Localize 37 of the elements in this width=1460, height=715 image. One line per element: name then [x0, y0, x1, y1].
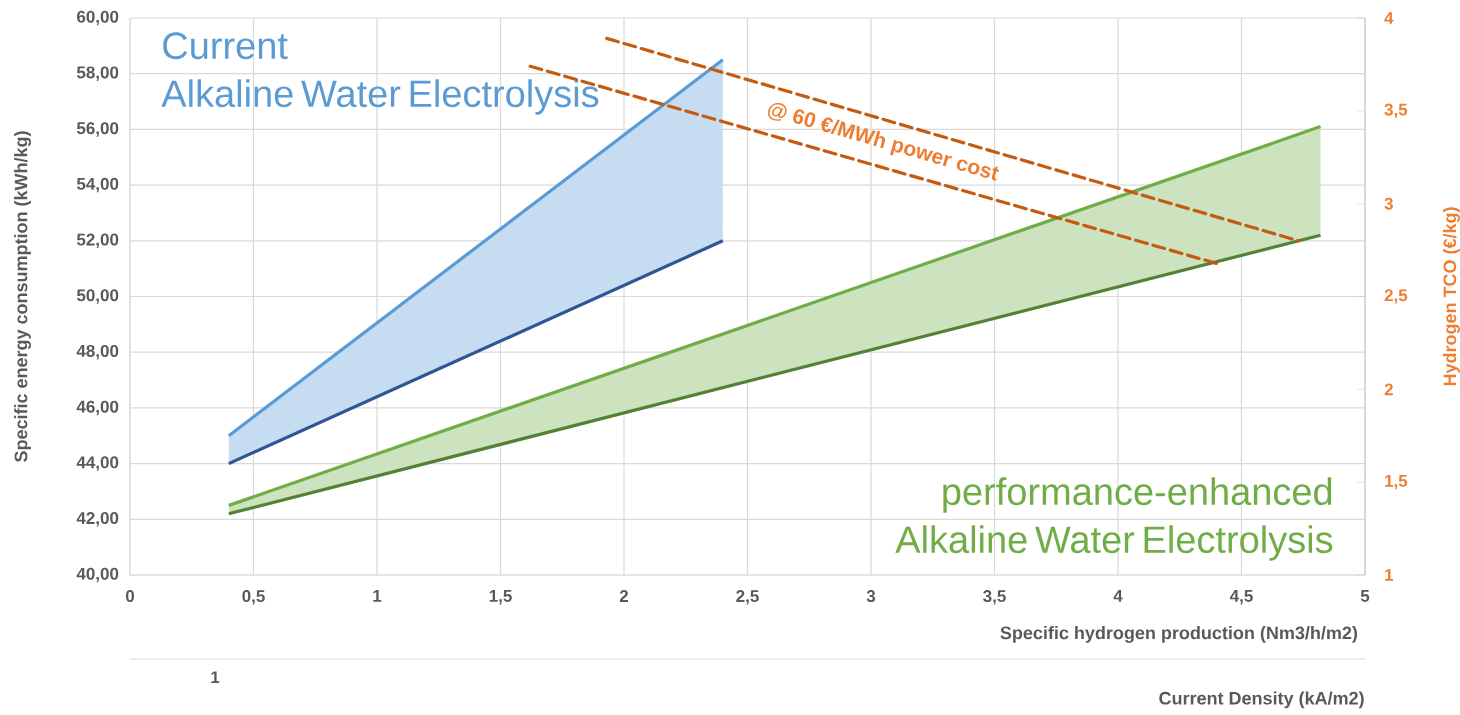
x-tick-label: 2,5 [736, 590, 759, 605]
y-tick-label: 44,00 [76, 456, 119, 471]
y-tick-label: 56,00 [76, 122, 119, 137]
x-tick-label: 0,5 [242, 590, 265, 605]
x-tick-label: 2 [619, 590, 629, 602]
y-tick-label: 60,00 [77, 10, 119, 26]
x-axis-title: Specific hydrogen production (Nm3/h/m2) [1000, 626, 1358, 643]
y2-tick-label: 3,5 [1384, 103, 1408, 119]
text: Current Density (kA/m2) [1159, 691, 1364, 709]
y-tick-label: 50,00 [76, 289, 119, 304]
y-tick-label: 40,00 [76, 567, 119, 583]
y2-axis-title: Hydrogen TCO (€/kg) [1443, 207, 1460, 386]
y-tick-label: 46,00 [76, 400, 119, 416]
y-tick-label: 52,00 [76, 233, 119, 249]
y2-tick-label: 1,5 [1385, 474, 1408, 490]
y-tick-label: 54,00 [76, 177, 119, 193]
x-tick-label: 1,5 [489, 590, 512, 605]
x-tick-label: 4,5 [1229, 590, 1253, 605]
y2-tick-label: 3 [1384, 197, 1393, 210]
x-tick-label: 1 [373, 590, 382, 602]
x-tick-label: 5 [1360, 590, 1370, 602]
x-tick-label: 4 [1113, 590, 1123, 602]
y-axis-title: Specific energy consumption (kWh/kg) [14, 131, 31, 462]
y2-tick-label: 1 [1385, 569, 1394, 581]
text: @ 60 €/MWh power cost [767, 102, 1000, 181]
y2-tick-label: 2 [1384, 383, 1393, 396]
y-tick-label: 42,00 [76, 512, 119, 527]
y2-tick-label: 2,5 [1384, 289, 1408, 304]
y-tick-label: 48,00 [76, 344, 119, 360]
y2-tick-label: 4 [1384, 12, 1394, 24]
x-tick-label: 3 [866, 590, 876, 603]
x-tick-label: 0 [125, 590, 135, 603]
x-tick-label: 3,5 [983, 590, 1006, 605]
text: performance-enhanced Alkaline Water Electrolysis [895, 477, 1333, 561]
series-label: Current Alkaline Water Electrolysis [161, 32, 599, 115]
text: 1 [211, 671, 220, 684]
y-tick-label: 58,00 [76, 66, 119, 81]
